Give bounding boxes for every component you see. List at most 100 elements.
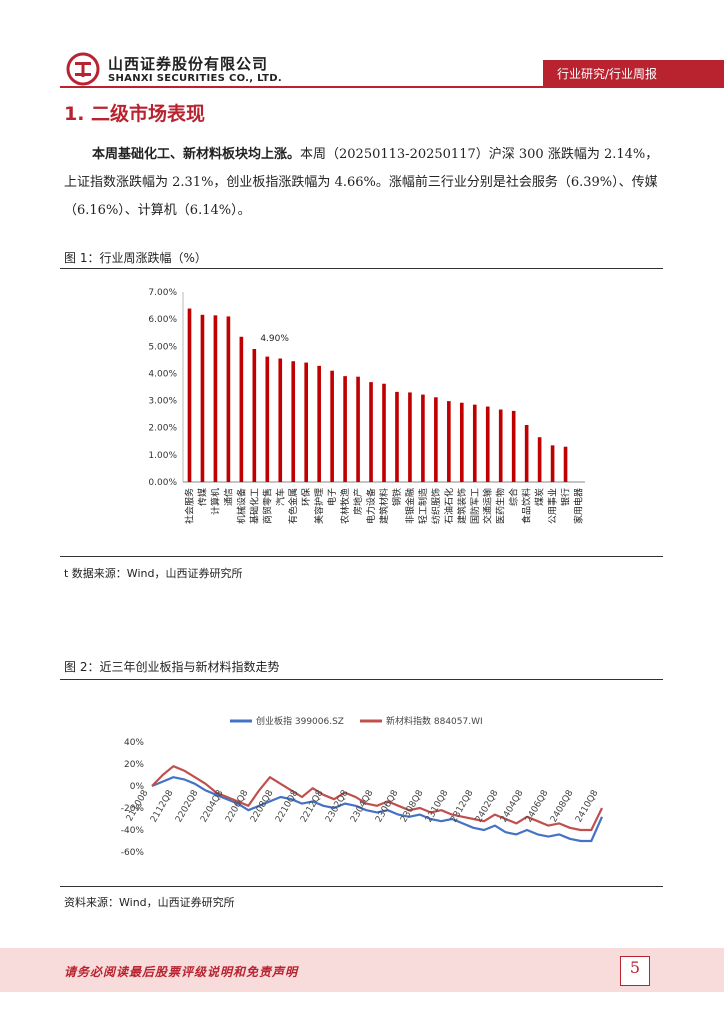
- x-tick-label: 轻工制造: [417, 488, 429, 524]
- x-tick-label: 商贸零售: [261, 488, 273, 524]
- legend-label: 创业板指 399006.SZ: [256, 715, 344, 727]
- bar: [524, 425, 529, 482]
- series-line: [151, 765, 603, 832]
- bar: [563, 446, 568, 482]
- figure1-top-rule: [60, 268, 663, 269]
- bar: [278, 358, 283, 482]
- x-tick-label: 美容护理: [313, 488, 325, 524]
- x-tick-label: 石油石化: [443, 488, 455, 524]
- bar: [511, 410, 516, 482]
- x-tick-label: 通信: [222, 488, 234, 506]
- x-tick-label: 有色金属: [287, 488, 299, 524]
- y-tick-label: 0%: [130, 782, 145, 792]
- footer-disclaimer: 请务必阅读最后股票评级说明和免责声明: [64, 965, 299, 979]
- bar: [382, 383, 386, 482]
- company-logo: [66, 52, 100, 86]
- figure2-top-rule: [60, 679, 663, 680]
- x-tick-label: 房地产: [352, 488, 364, 515]
- figure1-source: t 数据来源：Wind，山西证券研究所: [64, 567, 243, 580]
- x-tick-label: 传媒: [196, 488, 208, 506]
- paragraph-body: 本周（20250113-20250117）沪深 300 涨跌幅为 2.14%，上…: [64, 147, 659, 218]
- x-tick-label: 汽车: [274, 488, 286, 506]
- y-tick-label: 4.00%: [148, 369, 177, 379]
- x-tick-label: 食品饮料: [521, 488, 533, 524]
- figure1-bottom-rule: [60, 556, 663, 557]
- y-tick-label: -20%: [121, 804, 145, 814]
- bar: [434, 397, 438, 482]
- x-tick-label: 电子: [326, 488, 338, 506]
- bar: [226, 316, 231, 482]
- x-tick-label: 2206Q8: [224, 788, 251, 824]
- y-tick-label: -40%: [121, 826, 145, 836]
- x-tick-label: 2208Q8: [249, 788, 276, 824]
- bar: [343, 376, 347, 482]
- paragraph-lead: 本周基础化工、新材料板块均上涨。: [92, 147, 301, 162]
- x-tick-label: 银行: [560, 488, 572, 506]
- x-tick-label: 交通运输: [482, 488, 494, 524]
- bar: [459, 402, 464, 482]
- y-tick-label: 20%: [124, 760, 144, 770]
- x-tick-label: 建筑装饰: [456, 488, 468, 524]
- bar: [395, 391, 399, 482]
- x-tick-label: 医药生物: [495, 488, 507, 524]
- y-tick-label: 40%: [124, 738, 144, 748]
- bar: [304, 362, 309, 482]
- bar: [213, 315, 218, 482]
- summary-paragraph: 本周基础化工、新材料板块均上涨。本周（20250113-20250117）沪深 …: [64, 141, 666, 225]
- x-tick-label: 机械设备: [235, 488, 247, 524]
- footer-band: [0, 948, 724, 992]
- figure2-source: 资料来源：Wind，山西证券研究所: [64, 896, 235, 909]
- x-tick-label: 2212Q8: [299, 788, 326, 824]
- x-tick-label: 非银金融: [404, 488, 416, 524]
- x-tick-label: 环保: [300, 488, 312, 506]
- figure1-bar-chart: 0.00% 1.00% 2.00% 3.00% 4.00% 5.00% 6.00% 7.00%…: [148, 288, 585, 524]
- x-tick-label: 基础化工: [248, 488, 260, 524]
- y-tick-label: 7.00%: [148, 288, 177, 298]
- y-tick-label: 5.00%: [148, 342, 177, 352]
- x-tick-label: 纺织服饰: [430, 488, 442, 524]
- x-tick-label: 建筑材料: [378, 488, 390, 524]
- x-tick-label: 社会服务: [183, 488, 195, 524]
- x-tick-label: 2202Q8: [174, 788, 201, 824]
- bar: [239, 336, 244, 482]
- y-tick-label: 6.00%: [148, 315, 177, 325]
- bar: [291, 361, 296, 482]
- bar-annotation: 4.90%: [260, 334, 289, 344]
- report-type-label: 行业研究/行业周报: [557, 67, 658, 81]
- bar: [200, 314, 205, 482]
- report-type-banner: 行业研究/行业周报: [543, 60, 724, 86]
- page-number: 5: [629, 958, 641, 977]
- x-tick-label: 2210Q8: [274, 788, 301, 824]
- bar: [356, 376, 360, 482]
- bar: [447, 401, 451, 482]
- x-tick-label: 钢铁: [391, 488, 403, 506]
- x-tick-label: 计算机: [209, 488, 221, 515]
- series-line: [151, 776, 604, 843]
- x-tick-label: 综合: [508, 488, 520, 506]
- x-tick-label: 家用电器: [573, 488, 585, 524]
- bar: [187, 308, 192, 482]
- bar: [330, 370, 334, 482]
- legend-label: 新材料指数 884057.WI: [386, 715, 483, 727]
- bar: [421, 394, 425, 482]
- section-title: 1. 二级市场表现: [64, 103, 206, 125]
- x-tick-label: 2406Q8: [524, 788, 551, 824]
- y-tick-label: 3.00%: [148, 397, 177, 407]
- company-name-en: SHANXI SECURITIES CO., LTD.: [108, 73, 282, 84]
- bar: [317, 365, 321, 482]
- bar: [537, 437, 542, 482]
- x-tick-label: 公用事业: [547, 488, 559, 524]
- y-tick-label: 1.00%: [148, 451, 177, 461]
- page-number-box: [620, 956, 650, 986]
- bar: [369, 382, 373, 482]
- x-tick-label: 2112Q8: [149, 788, 176, 824]
- y-tick-label: -60%: [121, 848, 145, 858]
- header-divider: [60, 86, 724, 88]
- figure1-title: 图 1：行业周涨跌幅（%）: [64, 251, 207, 265]
- x-tick-label: 2408Q8: [549, 788, 576, 824]
- figure2-line-chart: 创业板指 399006.SZ 新材料指数 884057.WI 40% 20% 0% -20…: [121, 715, 604, 858]
- bar: [550, 445, 555, 482]
- bar: [265, 356, 270, 482]
- x-tick-label: 电力设备: [365, 488, 377, 524]
- x-tick-label: 2308Q8: [399, 788, 426, 824]
